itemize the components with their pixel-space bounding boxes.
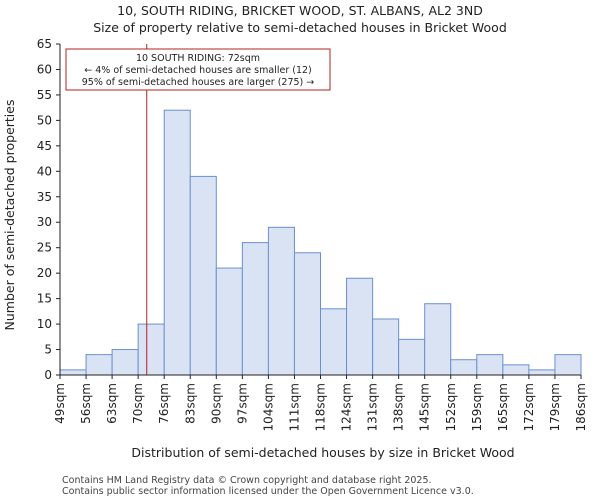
y-tick-label: 60: [37, 62, 52, 76]
x-tick-label: 145sqm: [418, 383, 432, 431]
annotation-border: [65, 48, 331, 91]
x-axis-label: Distribution of semi-detached houses by …: [131, 445, 514, 460]
x-tick-label: 131sqm: [366, 383, 380, 431]
bar-14: [424, 303, 452, 376]
y-tick-label: 40: [37, 164, 52, 178]
y-tick-label: 15: [37, 292, 52, 306]
y-tick-label: 20: [37, 266, 52, 280]
bars-group: [59, 109, 582, 376]
x-tick-label: 186sqm: [574, 383, 588, 431]
x-tick-label: 104sqm: [261, 383, 275, 431]
bar-3: [137, 323, 165, 376]
bar-10: [320, 308, 348, 376]
x-tick-label: 138sqm: [392, 383, 406, 431]
bar-12: [372, 318, 400, 376]
bar-19: [554, 354, 582, 376]
x-tick-label: 165sqm: [496, 383, 510, 431]
annotation-line-3: 95% of semi-detached houses are larger (…: [82, 77, 315, 88]
x-tick-label: 56sqm: [79, 383, 93, 424]
x-tick-label: 90sqm: [209, 383, 223, 424]
y-tick-label: 35: [37, 190, 52, 204]
bar-11: [346, 277, 374, 376]
y-tick-label: 5: [44, 343, 52, 357]
x-tick-label: 111sqm: [287, 383, 301, 431]
bar-16: [476, 354, 504, 376]
bar-18: [528, 369, 556, 376]
bar-13: [398, 338, 426, 376]
y-tick-label: 10: [37, 317, 52, 331]
chart-title: 10, SOUTH RIDING, BRICKET WOOD, ST. ALBA…: [117, 3, 483, 18]
bar-9: [293, 252, 322, 376]
y-axis-label: Number of semi-detached properties: [2, 100, 17, 331]
bar-5: [189, 175, 217, 376]
y-tick-label: 45: [37, 139, 52, 153]
x-tick-label: 49sqm: [53, 383, 67, 424]
x-tick-label: 124sqm: [340, 383, 354, 431]
y-tick-label: 0: [44, 368, 52, 382]
bar-1: [85, 354, 113, 376]
y-tick-label: 65: [37, 37, 52, 51]
y-tick-label: 50: [37, 113, 52, 127]
annotation-box: 10 SOUTH RIDING: 72sqm ← 4% of semi-deta…: [65, 48, 331, 91]
x-tick-label: 76sqm: [157, 383, 171, 424]
x-tick-label: 97sqm: [235, 383, 249, 424]
bar-4: [163, 109, 191, 376]
chart-subtitle: Size of property relative to semi-detach…: [93, 20, 507, 35]
bar-8: [267, 226, 295, 376]
footer-line-1: Contains HM Land Registry data © Crown c…: [62, 475, 432, 486]
y-tick-label: 30: [37, 215, 52, 229]
x-tick-label: 159sqm: [470, 383, 484, 431]
y-tick-label: 55: [37, 88, 52, 102]
x-tick-label: 118sqm: [314, 383, 328, 431]
x-tick-label: 179sqm: [548, 383, 562, 431]
bar-15: [450, 359, 478, 376]
bar-17: [502, 364, 530, 376]
bar-7: [241, 242, 269, 376]
bar-6: [215, 267, 243, 376]
x-tick-label: 83sqm: [183, 383, 197, 424]
y-axis-ticks: 0 5 10 15 20 25 30 35 40 45 50 55 60 65: [37, 37, 60, 382]
bar-2: [111, 349, 139, 376]
bar-0: [59, 369, 87, 376]
x-tick-label: 63sqm: [105, 383, 119, 424]
x-tick-label: 172sqm: [522, 383, 536, 431]
footer-line-2: Contains public sector information licen…: [62, 486, 474, 497]
annotation-line-1: 10 SOUTH RIDING: 72sqm: [136, 53, 260, 64]
annotation-line-2: ← 4% of semi-detached houses are smaller…: [84, 65, 312, 76]
y-tick-label: 25: [37, 241, 52, 255]
x-tick-label: 70sqm: [131, 383, 145, 424]
x-axis-ticks: 49sqm 56sqm 63sqm 70sqm 76sqm 83sqm 90sqm 97sqm…: [53, 375, 588, 431]
x-tick-label: 152sqm: [444, 383, 458, 431]
